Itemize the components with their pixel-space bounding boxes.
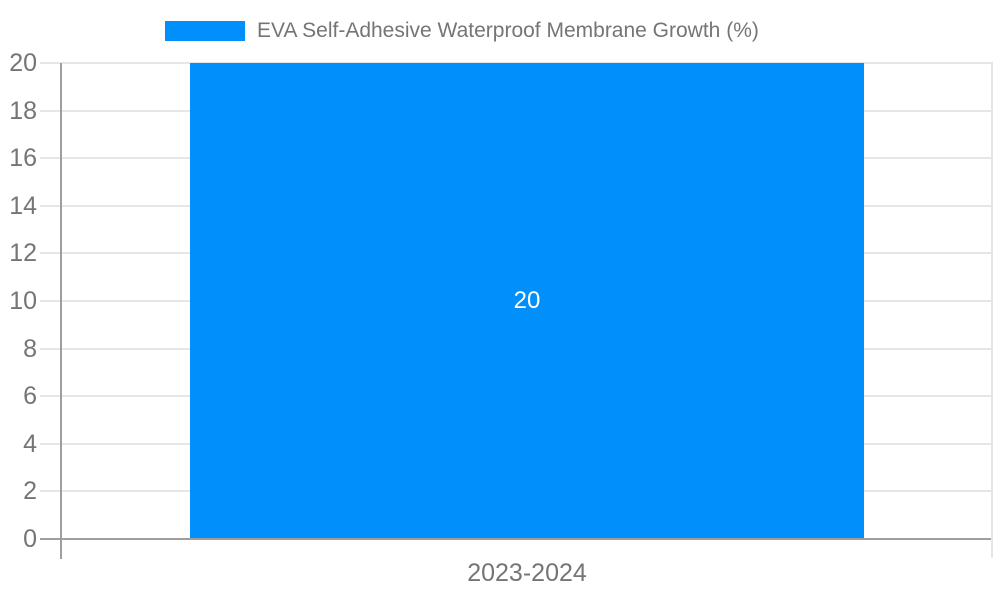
y-tick-6	[40, 395, 61, 397]
y-tick-label-0: 0	[23, 525, 37, 553]
y-tick-2	[40, 490, 61, 492]
plot-right-edge	[991, 63, 993, 558]
y-tick-12	[40, 252, 61, 254]
y-tick-10	[40, 300, 61, 302]
y-tick-label-4: 4	[23, 430, 37, 458]
legend-label: EVA Self-Adhesive Waterproof Membrane Gr…	[257, 19, 759, 42]
y-tick-8	[40, 348, 61, 350]
y-tick-label-10: 10	[9, 287, 37, 315]
y-tick-16	[40, 157, 61, 159]
y-tick-label-6: 6	[23, 382, 37, 410]
y-tick-20	[40, 62, 61, 64]
x-axis-baseline	[40, 538, 993, 540]
y-tick-label-2: 2	[23, 477, 37, 505]
y-tick-4	[40, 443, 61, 445]
y-tick-label-14: 14	[9, 192, 37, 220]
y-axis-line	[60, 63, 62, 559]
legend-swatch	[165, 21, 245, 41]
bar-2023-2024: 20	[190, 63, 864, 538]
y-tick-label-8: 8	[23, 335, 37, 363]
bar-value-label: 20	[513, 286, 541, 314]
y-tick-label-18: 18	[9, 97, 37, 125]
y-tick-label-16: 16	[9, 144, 37, 172]
y-tick-18	[40, 110, 61, 112]
y-tick-label-20: 20	[9, 49, 37, 77]
y-tick-label-12: 12	[9, 239, 37, 267]
x-category-label: 2023-2024	[467, 559, 587, 587]
y-tick-14	[40, 205, 61, 207]
